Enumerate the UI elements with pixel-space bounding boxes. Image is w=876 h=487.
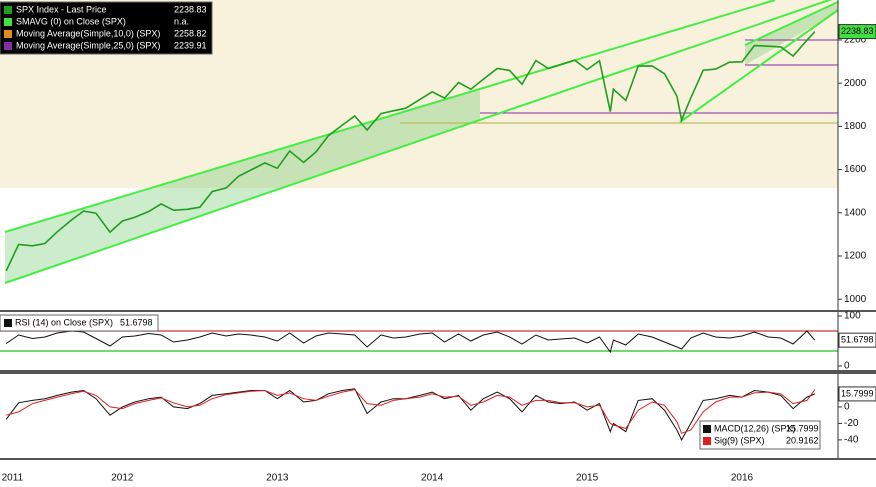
- legend-value: 2258.82: [174, 28, 207, 38]
- legend-swatch: [4, 18, 12, 26]
- legend-box: [699, 420, 821, 450]
- plots: [0, 31, 838, 441]
- series-line: [5, 330, 816, 354]
- legend-label: Moving Average(Simple,25,0) (SPX): [16, 40, 160, 50]
- legend-swatch: [4, 42, 12, 50]
- y-tick-label: 1200: [844, 251, 867, 262]
- legend: SPX Index - Last Price 2238.83 SMAVG (0) o…: [0, 1, 213, 55]
- last-value-tag: [838, 386, 876, 402]
- trend-line: [4, 0, 833, 284]
- last-value-label: 51.6798: [841, 335, 874, 345]
- channel-fill: [745, 2, 838, 65]
- y-tick-label: -40: [844, 435, 859, 446]
- legend-box: [0, 314, 159, 332]
- legend-value: n.a.: [174, 16, 189, 26]
- series-line: [5, 388, 815, 441]
- y-tick-label: 2000: [844, 78, 867, 89]
- legend-label: SPX Index - Last Price: [16, 4, 107, 14]
- trend-line: [4, 0, 776, 233]
- y-tick-label: 1000: [844, 294, 867, 305]
- legend: RSI (14) on Close (SPX) 51.6798: [0, 314, 159, 332]
- y-tick-label: 0: [844, 402, 850, 413]
- last-value-tag: [838, 332, 876, 348]
- legend-swatch: [703, 437, 711, 445]
- y-tick-label: -20: [844, 418, 859, 429]
- trend-line: [744, 1, 839, 46]
- x-axis-area: [0, 460, 876, 487]
- legend-label: SMAVG (0) on Close (SPX): [16, 16, 126, 26]
- legend-swatch: [4, 6, 12, 14]
- y-tick-label: 2200: [844, 35, 867, 46]
- legend-value: 2239.91: [174, 40, 207, 50]
- y-axis-area: [838, 0, 876, 458]
- y-tick-label: 1600: [844, 164, 867, 175]
- separator: [0, 458, 876, 460]
- x-tick-label: 2016: [731, 473, 754, 484]
- legend-label: Moving Average(Simple,10,0) (SPX): [16, 28, 160, 38]
- legend-label: MACD(12,26) (SPX): [714, 423, 796, 433]
- legend-value: 20.9162: [786, 435, 819, 445]
- legend-box: [0, 1, 213, 55]
- x-tick-label: 2012: [111, 473, 134, 484]
- legend-swatch: [4, 319, 12, 327]
- y-tick-label: 100: [844, 311, 861, 322]
- trend-line: [679, 9, 839, 123]
- y-tick-label: 1400: [844, 207, 867, 218]
- x-tick-label: 2011: [2, 473, 24, 484]
- channel-fill: [5, 89, 480, 283]
- last-value-tag: [838, 24, 876, 40]
- y-tick-label: 1800: [844, 121, 867, 132]
- legend: MACD(12,26) (SPX)15.7999 Sig(9) (SPX) 20.9…: [699, 420, 821, 450]
- legend-value: 15.7999: [786, 423, 819, 433]
- legend-value: 2238.83: [174, 4, 207, 14]
- x-tick-label: 2013: [266, 473, 289, 484]
- y-tick-label: 0: [844, 361, 850, 372]
- legend-label: Sig(9) (SPX): [714, 435, 765, 445]
- legend-label: RSI (14) on Close (SPX): [15, 317, 113, 327]
- x-tick-label: 2014: [421, 473, 444, 484]
- legend-swatch: [703, 425, 711, 433]
- last-value-label: 2238.83: [841, 26, 874, 36]
- legend-swatch: [4, 30, 12, 38]
- separator: [0, 370, 876, 374]
- x-tick-label: 2015: [576, 473, 599, 484]
- macd-panel: [0, 374, 838, 458]
- separator: [0, 310, 876, 312]
- legend-value: 51.6798: [120, 317, 153, 327]
- series-line: [6, 389, 816, 434]
- last-value-label: 15.7999: [841, 388, 874, 398]
- series-line: [5, 31, 816, 272]
